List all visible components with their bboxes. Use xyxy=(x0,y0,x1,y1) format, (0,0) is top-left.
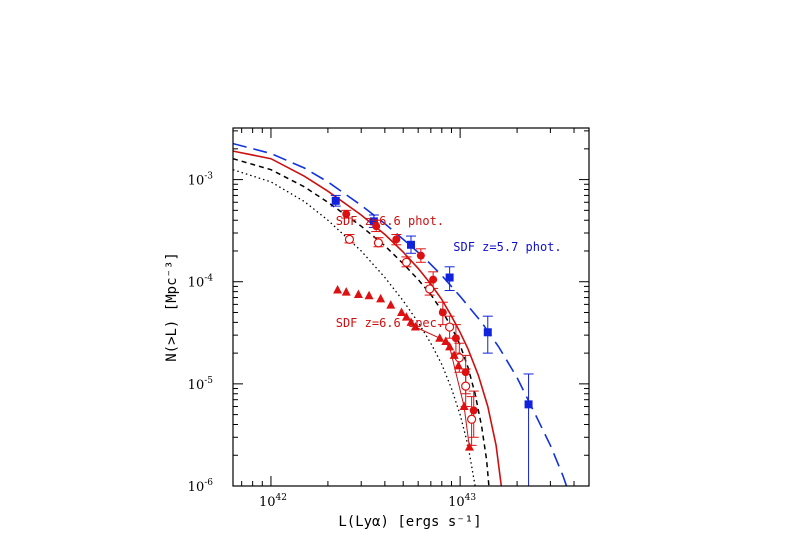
plot-frame xyxy=(232,127,590,487)
y-tick-label: 10-3 xyxy=(188,172,214,189)
filled-circle-point xyxy=(469,406,478,415)
triangle-point xyxy=(397,307,407,316)
open-circle-point xyxy=(401,257,412,267)
curve-dashed-long xyxy=(233,142,568,486)
triangle-point xyxy=(464,442,474,451)
square-point xyxy=(331,196,340,205)
filled-circle-point xyxy=(342,210,351,219)
square-point xyxy=(524,400,533,409)
triangle-point xyxy=(401,312,411,321)
annotation-label: SDF z=6.6 spec. xyxy=(336,316,444,330)
model-curves xyxy=(233,142,568,486)
annotations: SDF z=6.6 phot. SDF z=5.7 phot. SDF z=6.6 … xyxy=(336,214,562,330)
curve-dashed-short xyxy=(233,157,490,486)
tick-labels: 1042 1043 10-3 10-4 10-5 10-6 xyxy=(188,172,477,510)
triangle-point xyxy=(406,317,416,326)
triangle-point xyxy=(364,290,374,300)
triangle-point xyxy=(449,350,459,359)
filled-circle-point xyxy=(392,235,401,244)
open-circle-point xyxy=(373,238,384,248)
triangle-point xyxy=(353,289,363,298)
triangle-point xyxy=(410,322,420,331)
curve-solid xyxy=(233,150,503,486)
x-tick-label: 1043 xyxy=(448,493,476,510)
triangle-point xyxy=(341,287,351,296)
annotation-label: SDF z=6.6 phot. xyxy=(336,214,444,228)
triangle-point xyxy=(435,333,445,342)
filled-circle-point xyxy=(429,275,438,284)
filled-circle-point xyxy=(372,222,381,231)
filled-circle-point xyxy=(438,308,447,317)
open-circle-point xyxy=(425,284,435,294)
square-point xyxy=(483,328,492,337)
filled-circle-point xyxy=(451,334,460,343)
triangle-point xyxy=(333,284,343,294)
y-axis-label: N(>L) [Mpc⁻³] xyxy=(164,252,180,362)
open-circle-point xyxy=(461,381,471,391)
open-circle-point xyxy=(445,322,455,332)
y-tick-label: 10-6 xyxy=(188,478,214,495)
x-axis-label: L(Lyα) [ergs s⁻¹] xyxy=(338,514,481,530)
data-points xyxy=(330,194,534,486)
annotation-label: SDF z=5.7 phot. xyxy=(453,240,561,254)
square-point xyxy=(407,240,416,249)
open-circle-point xyxy=(344,234,355,244)
triangle-point xyxy=(386,300,396,309)
x-tick-label: 1042 xyxy=(259,493,287,510)
triangle-point xyxy=(441,336,451,345)
axis-ticks xyxy=(233,128,589,487)
open-circle-point xyxy=(467,414,477,424)
triangle-point xyxy=(376,293,386,303)
triangle-point xyxy=(445,341,455,351)
square-point xyxy=(445,273,454,282)
square-point xyxy=(369,217,378,226)
filled-circle-point xyxy=(416,251,425,260)
triangle-point xyxy=(459,401,469,411)
triangle-point xyxy=(453,360,463,370)
y-tick-label: 10-4 xyxy=(188,274,214,291)
y-tick-label: 10-5 xyxy=(188,376,214,393)
